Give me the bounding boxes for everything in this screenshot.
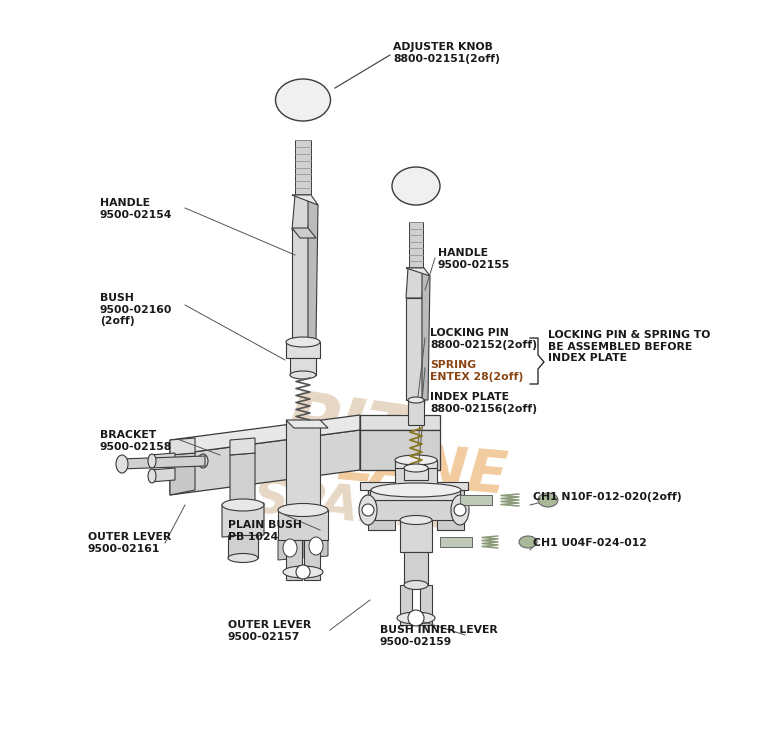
Polygon shape: [292, 195, 311, 230]
Polygon shape: [292, 230, 308, 340]
Text: CH1 N10F-012-020(2off): CH1 N10F-012-020(2off): [533, 492, 682, 502]
Polygon shape: [437, 482, 468, 490]
Ellipse shape: [392, 167, 440, 205]
Polygon shape: [360, 482, 395, 490]
Polygon shape: [360, 415, 440, 430]
Ellipse shape: [404, 464, 428, 472]
Text: PLAIN BUSH
PB 1024: PLAIN BUSH PB 1024: [228, 520, 302, 541]
Polygon shape: [228, 535, 258, 558]
Text: LOCKING PIN
8800-02152(2off): LOCKING PIN 8800-02152(2off): [430, 328, 537, 350]
Polygon shape: [286, 540, 302, 580]
Ellipse shape: [395, 455, 437, 465]
Text: LOCKING PIN & SPRING TO
BE ASSEMBLED BEFORE
INDEX PLATE: LOCKING PIN & SPRING TO BE ASSEMBLED BEF…: [548, 330, 710, 363]
Polygon shape: [120, 456, 205, 469]
Ellipse shape: [116, 455, 128, 473]
Ellipse shape: [278, 504, 328, 517]
Ellipse shape: [519, 536, 537, 548]
Polygon shape: [368, 490, 395, 530]
Text: INDEX PLATE
8800-02156(2off): INDEX PLATE 8800-02156(2off): [430, 392, 537, 414]
Polygon shape: [375, 500, 457, 520]
Polygon shape: [400, 585, 412, 625]
Ellipse shape: [283, 566, 323, 578]
Polygon shape: [170, 415, 360, 455]
Text: HANDLE
9500-02155: HANDLE 9500-02155: [438, 248, 510, 270]
Polygon shape: [408, 400, 424, 425]
Ellipse shape: [309, 537, 323, 555]
Polygon shape: [370, 490, 460, 500]
Text: BUSH INNER LEVER
9500-02159: BUSH INNER LEVER 9500-02159: [380, 625, 498, 647]
Text: LANE: LANE: [335, 434, 511, 506]
Ellipse shape: [276, 79, 330, 121]
Text: BUSH
9500-02160
(2off): BUSH 9500-02160 (2off): [100, 293, 172, 326]
Polygon shape: [406, 298, 422, 400]
Polygon shape: [395, 468, 437, 510]
Ellipse shape: [404, 581, 428, 590]
Polygon shape: [422, 268, 430, 400]
Ellipse shape: [359, 495, 377, 525]
Polygon shape: [360, 430, 440, 470]
Ellipse shape: [286, 337, 320, 347]
Polygon shape: [286, 420, 328, 428]
Polygon shape: [406, 268, 430, 276]
Polygon shape: [170, 438, 195, 455]
Ellipse shape: [400, 516, 432, 524]
Ellipse shape: [228, 553, 258, 562]
Ellipse shape: [408, 397, 424, 403]
Polygon shape: [278, 538, 302, 560]
Ellipse shape: [222, 499, 264, 511]
Polygon shape: [404, 552, 428, 585]
Polygon shape: [286, 342, 320, 358]
Polygon shape: [409, 222, 423, 268]
Polygon shape: [437, 490, 464, 530]
Text: HANDLE
9500-02154: HANDLE 9500-02154: [100, 198, 172, 220]
Text: OUTER LEVER
9500-02161: OUTER LEVER 9500-02161: [88, 532, 172, 553]
Ellipse shape: [397, 612, 435, 624]
Ellipse shape: [451, 495, 469, 525]
Polygon shape: [304, 540, 320, 580]
Circle shape: [408, 610, 424, 626]
Ellipse shape: [283, 539, 297, 557]
Polygon shape: [460, 495, 492, 505]
Polygon shape: [304, 536, 328, 558]
Polygon shape: [420, 585, 432, 625]
Text: BRACKET
9500-02158: BRACKET 9500-02158: [100, 430, 172, 452]
Polygon shape: [230, 453, 255, 512]
Polygon shape: [406, 268, 424, 298]
Ellipse shape: [148, 469, 156, 483]
Polygon shape: [286, 420, 320, 512]
Polygon shape: [230, 438, 255, 455]
Polygon shape: [395, 460, 437, 468]
Polygon shape: [222, 503, 264, 537]
Ellipse shape: [538, 493, 558, 507]
Polygon shape: [150, 468, 175, 482]
Polygon shape: [150, 453, 175, 467]
Polygon shape: [400, 520, 432, 552]
Polygon shape: [292, 228, 316, 238]
Text: CH1 U04F-024-012: CH1 U04F-024-012: [533, 538, 647, 548]
Circle shape: [362, 504, 374, 516]
Ellipse shape: [198, 454, 208, 468]
Polygon shape: [308, 195, 318, 340]
Polygon shape: [170, 430, 360, 495]
Text: SPRING
ENTEX 28(2off): SPRING ENTEX 28(2off): [430, 360, 523, 381]
Polygon shape: [292, 195, 318, 205]
Polygon shape: [290, 358, 316, 375]
Text: PIT: PIT: [280, 387, 417, 473]
Polygon shape: [404, 468, 428, 480]
Ellipse shape: [148, 454, 156, 468]
Polygon shape: [170, 453, 195, 495]
Ellipse shape: [371, 483, 461, 497]
Polygon shape: [295, 140, 311, 195]
Text: ADJUSTER KNOB
8800-02151(2off): ADJUSTER KNOB 8800-02151(2off): [393, 42, 500, 64]
Text: SPARES: SPARES: [250, 475, 469, 541]
Ellipse shape: [290, 371, 316, 379]
Circle shape: [454, 504, 466, 516]
Circle shape: [296, 565, 310, 579]
Text: OUTER LEVER
9500-02157: OUTER LEVER 9500-02157: [228, 620, 311, 641]
Polygon shape: [440, 537, 472, 547]
Polygon shape: [278, 510, 328, 540]
